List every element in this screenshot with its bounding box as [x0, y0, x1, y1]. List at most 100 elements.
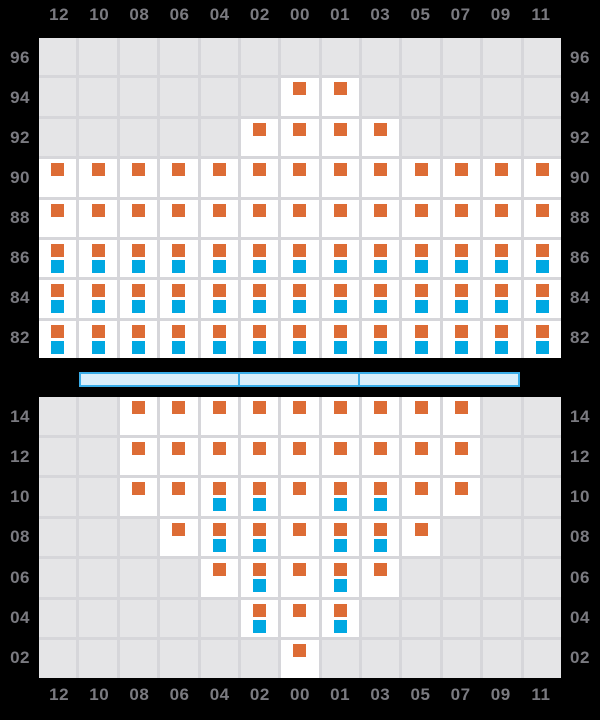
orange-marker [374, 243, 388, 257]
grid-cell [79, 118, 117, 157]
blue-marker [51, 340, 65, 354]
grid-cell [442, 239, 481, 278]
grid-cell [523, 78, 561, 116]
x-axis-label: 01 [330, 5, 351, 24]
grid-cell [523, 397, 561, 435]
blue-marker [51, 259, 65, 273]
blue-marker [212, 340, 226, 354]
grid-cell [523, 437, 561, 476]
grid-cell [442, 38, 481, 76]
grid-cell [240, 559, 279, 597]
grid-cell [483, 199, 521, 237]
grid-cell [39, 640, 77, 678]
grid-cell [321, 599, 360, 638]
grid-cell [362, 640, 400, 678]
orange-marker [212, 203, 226, 217]
blue-marker [51, 300, 65, 314]
x-axis-label: 10 [89, 5, 110, 24]
blue-marker [172, 300, 186, 314]
y-axis-label: 12 [10, 447, 30, 467]
orange-marker [293, 324, 307, 338]
grid-cell [200, 437, 238, 476]
grid-cell [160, 437, 198, 476]
grid-cell [483, 280, 521, 318]
blue-marker [455, 340, 469, 354]
grid-cell [240, 78, 279, 116]
grid-cell [240, 478, 279, 516]
orange-marker [212, 324, 226, 338]
x-axis-label: 08 [129, 5, 150, 24]
grid-cell [240, 518, 279, 557]
orange-marker [212, 522, 226, 536]
navigator-segment[interactable] [238, 372, 360, 387]
orange-marker [333, 522, 347, 536]
orange-marker [535, 243, 549, 257]
grid-cell [160, 559, 198, 597]
grid-cell [321, 478, 360, 516]
orange-marker [91, 284, 105, 298]
grid-cell [402, 640, 440, 678]
grid-cell [281, 518, 319, 557]
grid-cell [362, 118, 400, 157]
orange-marker [172, 243, 186, 257]
x-axis-label: 06 [169, 685, 190, 704]
grid-cell [362, 38, 400, 76]
grid-cell [240, 159, 279, 197]
grid-cell [442, 599, 481, 638]
grid-cell [523, 199, 561, 237]
grid-cell [119, 478, 158, 516]
x-axis-label: 00 [290, 5, 310, 24]
y-axis-label: 92 [570, 128, 590, 147]
orange-marker [333, 163, 347, 177]
orange-marker [172, 482, 186, 496]
grid-cell [402, 518, 440, 557]
blue-marker [333, 579, 347, 593]
navigator-segment[interactable] [79, 372, 240, 387]
grid-cell [483, 78, 521, 116]
grid-cell [79, 280, 117, 318]
orange-marker [535, 163, 549, 177]
grid-cell [281, 320, 319, 358]
blue-marker [495, 340, 509, 354]
orange-marker [333, 441, 347, 455]
blue-marker [455, 259, 469, 273]
navigator-segment[interactable] [358, 372, 520, 387]
orange-marker [535, 324, 549, 338]
orange-marker [455, 482, 469, 496]
orange-marker [414, 482, 428, 496]
grid-cell [442, 437, 481, 476]
orange-marker [374, 324, 388, 338]
y-axis-label: 04 [10, 607, 30, 627]
blue-marker [414, 259, 428, 273]
orange-marker [51, 243, 65, 257]
navigator-bar[interactable] [79, 372, 520, 387]
grid-cell [442, 320, 481, 358]
blue-marker [91, 259, 105, 273]
grid-cell [160, 159, 198, 197]
grid-cell [240, 280, 279, 318]
x-axis-label: 12 [49, 685, 70, 704]
y-axis-label: 08 [570, 527, 590, 547]
grid-cell [240, 599, 279, 638]
blue-marker [212, 259, 226, 273]
grid-cell [39, 320, 77, 358]
orange-marker [212, 284, 226, 298]
blue-marker [131, 259, 145, 273]
grid-cell [240, 38, 279, 76]
orange-marker [333, 563, 347, 577]
blue-marker [414, 340, 428, 354]
orange-marker [131, 324, 145, 338]
grid-cell [160, 118, 198, 157]
grid-cell [281, 118, 319, 157]
orange-marker [131, 203, 145, 217]
grid-cell [119, 239, 158, 278]
grid-cell [79, 599, 117, 638]
grid-cell [362, 239, 400, 278]
grid-cell [402, 159, 440, 197]
orange-marker [374, 563, 388, 577]
x-axis-label: 07 [450, 685, 471, 704]
orange-marker [333, 203, 347, 217]
grid-cell [119, 559, 158, 597]
orange-marker [333, 284, 347, 298]
y-axis-label: 02 [570, 647, 590, 667]
